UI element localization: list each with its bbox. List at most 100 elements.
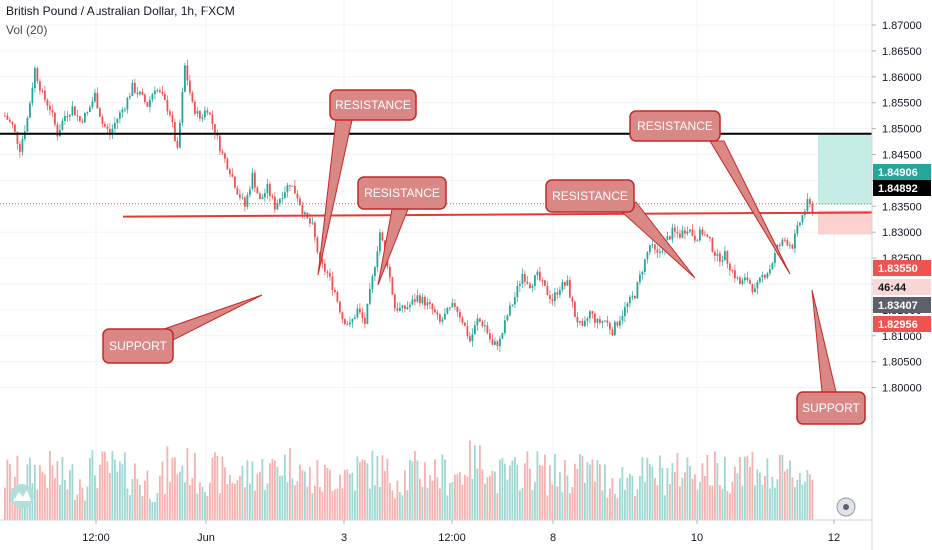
volume-bar: [531, 490, 534, 520]
candle-body: [74, 106, 76, 116]
candle-body: [334, 289, 336, 293]
volume-indicator-label: Vol (20): [6, 23, 48, 37]
candle-body: [276, 203, 279, 210]
candle-body: [469, 336, 471, 342]
volume-bar: [769, 488, 771, 520]
candle-body: [166, 99, 169, 112]
volume-bar: [461, 484, 464, 520]
candle-body: [31, 87, 34, 104]
volume-bar: [371, 450, 374, 520]
volume-bar: [376, 455, 379, 520]
volume-bar: [584, 482, 586, 520]
candle-body: [514, 297, 516, 305]
candle-body: [44, 90, 46, 100]
candle-body: [629, 297, 631, 304]
candle-body: [201, 117, 204, 119]
candle-body: [49, 105, 51, 111]
volume-bar: [166, 446, 169, 520]
candle-body: [61, 120, 64, 130]
volume-bar: [214, 452, 216, 520]
candle-body: [634, 295, 636, 299]
volume-bar: [766, 458, 769, 520]
candle-body: [474, 325, 476, 335]
callout-pointer: [317, 119, 353, 276]
volume-bar: [231, 482, 234, 520]
volume-bar: [411, 461, 414, 520]
volume-bar: [364, 460, 366, 520]
volume-bar: [134, 463, 136, 520]
candle-body: [331, 276, 334, 290]
volume-bar: [391, 490, 394, 520]
corner-widgets: [10, 484, 856, 517]
volume-bar: [464, 474, 466, 520]
candle-body: [431, 303, 434, 310]
candle-body: [56, 124, 59, 137]
candle-body: [676, 231, 679, 234]
logo-mark: [13, 490, 31, 501]
candle-body: [561, 282, 564, 290]
volume-bar: [206, 495, 209, 520]
volume-bar: [179, 471, 181, 520]
candle-body: [751, 283, 754, 292]
volume-bar: [484, 483, 486, 520]
candle-body: [584, 320, 586, 327]
candle-body: [131, 82, 134, 96]
candle-body: [661, 250, 664, 252]
callout-pointer: [377, 208, 409, 286]
volume-bar: [551, 484, 554, 520]
events-icon: [836, 497, 856, 517]
candle-body: [591, 311, 594, 314]
volume-bar: [126, 488, 129, 520]
volume-bar: [576, 468, 579, 520]
volume-bar: [659, 455, 661, 520]
candle-body: [739, 277, 741, 285]
candle-body: [654, 244, 656, 250]
volume-bar: [76, 494, 79, 520]
volume-bar: [221, 456, 224, 520]
volume-bar: [39, 465, 41, 520]
candle-body: [681, 230, 684, 238]
candle-body: [181, 91, 184, 123]
candle-body: [159, 90, 161, 92]
volume-bar: [776, 479, 779, 520]
candle-body: [86, 111, 89, 113]
volume-bar: [161, 461, 164, 520]
volume-bar: [191, 478, 194, 520]
volume-bar: [639, 475, 641, 520]
volume-bar: [154, 501, 156, 520]
candle-body: [314, 222, 316, 238]
volume-bar: [406, 490, 409, 520]
volume-bar: [466, 476, 469, 520]
price-tag: 1.82956: [873, 316, 931, 332]
candle-body: [14, 124, 16, 132]
candle-body: [371, 276, 374, 290]
volume-bar: [806, 470, 809, 520]
volume-bar: [334, 489, 336, 520]
volume-bar: [454, 474, 456, 520]
candle-body: [34, 68, 36, 88]
volume-bar: [116, 471, 119, 520]
volume-bar: [11, 488, 14, 520]
volume-bar: [771, 476, 774, 520]
candle-body: [399, 307, 401, 311]
volume-bar: [386, 458, 389, 520]
volume-bar: [526, 451, 529, 520]
candle-body: [271, 196, 274, 198]
candle-body: [784, 239, 786, 241]
candle-body: [246, 194, 249, 207]
volume-bar: [721, 488, 724, 520]
candle-body: [689, 229, 691, 232]
volume-bar: [289, 448, 291, 520]
candle-body: [114, 122, 116, 129]
candle-body: [404, 305, 406, 309]
volume-bar: [71, 464, 74, 520]
callout-resistance: RESISTANCE: [629, 110, 791, 275]
volume-bar: [349, 473, 351, 520]
candle-body: [799, 222, 801, 226]
volume-bar: [724, 456, 726, 520]
candle-body: [146, 101, 149, 107]
volume-bar: [329, 469, 331, 520]
volume-bar: [424, 462, 426, 520]
volume-bar: [151, 501, 154, 520]
